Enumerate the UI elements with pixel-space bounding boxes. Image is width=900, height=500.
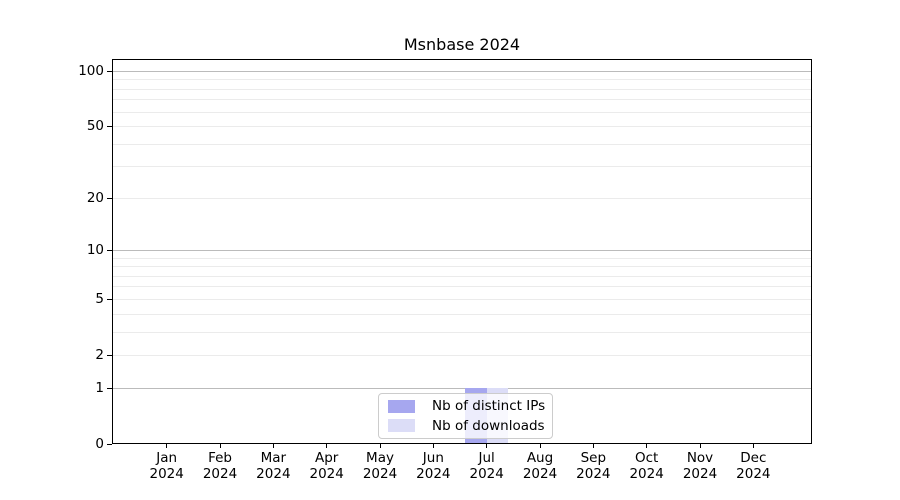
y-tick-label: 100 — [78, 63, 104, 80]
x-tick-mark — [326, 444, 328, 448]
minor-gridline — [112, 111, 812, 113]
legend-swatch — [388, 399, 415, 413]
minor-gridline — [112, 266, 812, 268]
x-tick-label: Jan 2024 — [149, 450, 184, 482]
x-tick-label: Sep 2024 — [576, 450, 611, 482]
minor-gridline — [112, 99, 812, 101]
minor-gridline — [112, 286, 812, 288]
x-tick-label: Nov 2024 — [682, 450, 718, 482]
minor-gridline — [112, 88, 812, 90]
x-tick-mark — [272, 444, 274, 448]
legend-entry: Nb of downloads — [388, 417, 545, 435]
minor-gridline — [112, 79, 812, 81]
minor-gridline — [112, 331, 812, 333]
y-tick-label: 10 — [86, 241, 104, 258]
major-gridline — [112, 387, 812, 389]
legend-entry: Nb of distinct IPs — [388, 398, 546, 415]
y-tick-label: 0 — [95, 435, 104, 452]
y-tick-label: 2 — [95, 346, 104, 363]
minor-gridline — [112, 126, 812, 128]
legend-swatch — [388, 419, 415, 433]
x-tick-mark — [486, 444, 488, 448]
legend: Nb of distinct IPs Nb of downloads — [378, 393, 553, 439]
x-tick-mark — [592, 444, 594, 448]
y-tick-label: 1 — [95, 379, 104, 396]
x-tick-mark — [646, 444, 648, 448]
x-tick-label: Jun 2024 — [416, 450, 451, 482]
y-tick-label: 50 — [86, 118, 104, 135]
x-tick-mark — [699, 444, 701, 448]
chart-title: Msnbase 2024 — [403, 35, 521, 54]
minor-gridline — [112, 197, 812, 199]
x-tick-label: Dec 2024 — [736, 450, 771, 482]
major-gridline — [112, 71, 812, 73]
y-tick-label: 20 — [86, 189, 104, 206]
major-gridline — [112, 249, 812, 251]
minor-gridline — [112, 298, 812, 300]
x-tick-label: Oct 2024 — [629, 450, 664, 482]
minor-gridline — [112, 143, 812, 145]
x-tick-label: Feb 2024 — [202, 450, 238, 482]
minor-gridline — [112, 166, 812, 168]
x-tick-label: May 2024 — [362, 450, 398, 482]
x-tick-mark — [379, 444, 381, 448]
y-tick-mark — [107, 126, 112, 128]
plot-area — [112, 59, 812, 444]
x-tick-label: Apr 2024 — [309, 450, 344, 482]
x-tick-mark — [166, 444, 168, 448]
minor-gridline — [112, 313, 812, 315]
legend-label: Nb of distinct IPs — [432, 398, 546, 415]
x-tick-label: Mar 2024 — [256, 450, 291, 482]
x-tick-label: Aug 2024 — [522, 450, 558, 482]
x-tick-mark — [752, 444, 754, 448]
y-tick-mark — [107, 197, 112, 199]
y-tick-mark — [107, 443, 112, 445]
y-tick-mark — [107, 249, 112, 251]
x-tick-mark — [432, 444, 434, 448]
x-tick-mark — [539, 444, 541, 448]
y-tick-mark — [107, 298, 112, 300]
minor-gridline — [112, 257, 812, 259]
minor-gridline — [112, 354, 812, 356]
x-tick-mark — [219, 444, 221, 448]
minor-gridline — [112, 275, 812, 277]
x-tick-label: Jul 2024 — [469, 450, 504, 482]
y-tick-mark — [107, 71, 112, 73]
y-tick-mark — [107, 387, 112, 389]
y-tick-mark — [107, 354, 112, 356]
y-tick-label: 5 — [95, 290, 104, 307]
legend-label: Nb of downloads — [432, 417, 545, 434]
